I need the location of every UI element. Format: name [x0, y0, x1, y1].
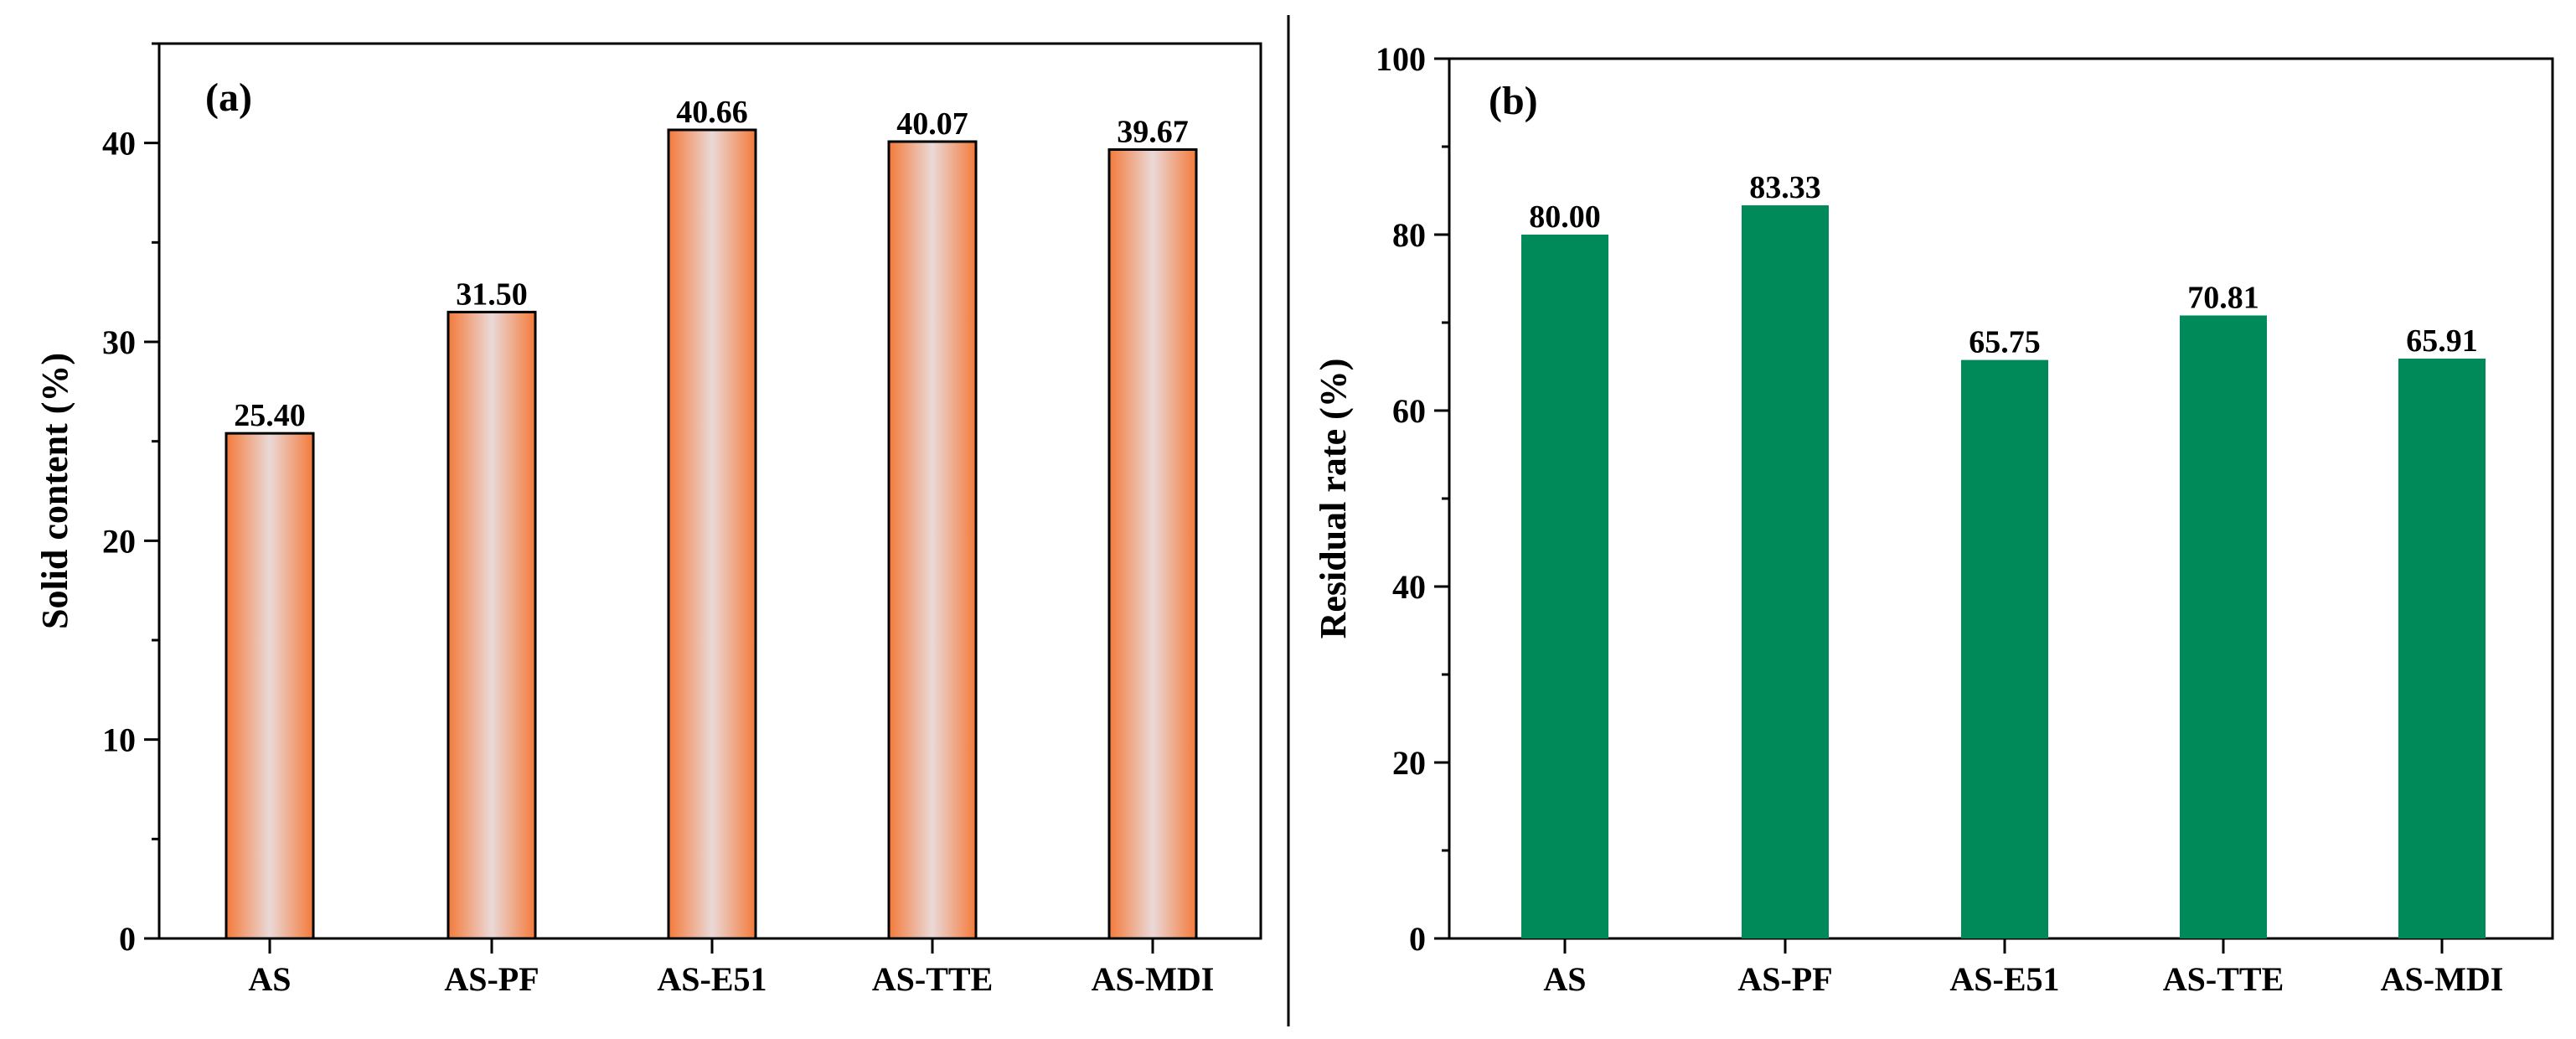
- chart-b-data-label: 83.33: [1749, 170, 1821, 205]
- chart-b-x-tick-label: AS: [1543, 960, 1586, 998]
- chart-a-x-tick-label: AS-MDI: [1092, 960, 1215, 998]
- chart-a-y-tick-label: 40: [102, 125, 136, 163]
- chart-b-x-tick-label: AS-MDI: [2381, 960, 2504, 998]
- chart-a-bar-as-pf: [447, 310, 537, 940]
- chart-a-x-tick-label: AS: [248, 960, 291, 998]
- chart-a-data-label: 25.40: [234, 398, 306, 433]
- chart-a-data-label: 40.07: [896, 106, 968, 142]
- chart-a-bar-as-e51: [667, 128, 757, 940]
- chart-a: (a) Solid content (%) 0 10 20 30 40 AS 25.40 AS…: [34, 42, 1262, 998]
- chart-b-marks: 0 20 40 60 80 100 AS 80.00 AS-PF 83.33 AS-E51 65.75…: [1376, 40, 2503, 998]
- chart-a-data-label: 40.66: [676, 95, 748, 130]
- chart-a-y-tick-label: 30: [102, 323, 136, 361]
- chart-a-x-tick-label: AS-E51: [657, 960, 767, 998]
- chart-b-x-tick-label: AS-TTE: [2163, 960, 2284, 998]
- chart-b-bar-as-pf: [1742, 205, 1829, 938]
- chart-b-y-tick-label: 0: [1409, 920, 1426, 958]
- chart-b-y-tick-label: 80: [1392, 216, 1426, 254]
- chart-b-y-tick-label: 100: [1376, 40, 1426, 78]
- chart-a-bar-as-mdi: [1107, 147, 1198, 940]
- chart-b-bar-as: [1521, 235, 1608, 938]
- chart-b-data-label: 65.75: [1969, 325, 2041, 360]
- chart-a-data-label: 31.50: [456, 277, 528, 312]
- chart-b-bar-as-tte: [2180, 315, 2267, 938]
- chart-b-x-tick-label: AS-E51: [1949, 960, 2059, 998]
- chart-a-y-tick-label: 0: [119, 920, 136, 958]
- chart-a-x-tick-label: AS-TTE: [872, 960, 994, 998]
- chart-b-y-axis-title: Residual rate (%): [1313, 359, 1354, 639]
- chart-b: (b) Residual rate (%) 0 20 40 60 80 100 AS 80.0…: [1313, 40, 2554, 998]
- chart-a-data-label: 39.67: [1117, 114, 1189, 149]
- chart-b-y-tick-label: 40: [1392, 568, 1426, 606]
- chart-b-bar-as-e51: [1961, 359, 2048, 938]
- chart-b-panel-label: (b): [1489, 79, 1538, 123]
- chart-a-y-tick-label: 10: [102, 721, 136, 759]
- chart-a-y-tick-label: 20: [102, 522, 136, 560]
- chart-b-bar-as-mdi: [2398, 358, 2486, 938]
- chart-b-y-tick-label: 60: [1392, 392, 1426, 430]
- chart-b-x-tick-label: AS-PF: [1737, 960, 1832, 998]
- chart-b-data-label: 70.81: [2187, 280, 2259, 315]
- chart-a-panel-label: (a): [205, 75, 252, 120]
- chart-b-data-label: 80.00: [1529, 199, 1601, 235]
- chart-a-bar-as-tte: [887, 140, 978, 940]
- chart-a-y-axis-title: Solid content (%): [34, 353, 75, 629]
- chart-b-y-tick-label: 20: [1392, 744, 1426, 782]
- chart-b-data-label: 65.91: [2406, 323, 2478, 359]
- chart-a-bar-as: [225, 432, 315, 940]
- chart-a-marks: 0 10 20 30 40 AS 25.40 AS-PF 31.50 AS-E51 40.66 AS-…: [102, 42, 1215, 998]
- chart-a-x-tick-label: AS-PF: [444, 960, 539, 998]
